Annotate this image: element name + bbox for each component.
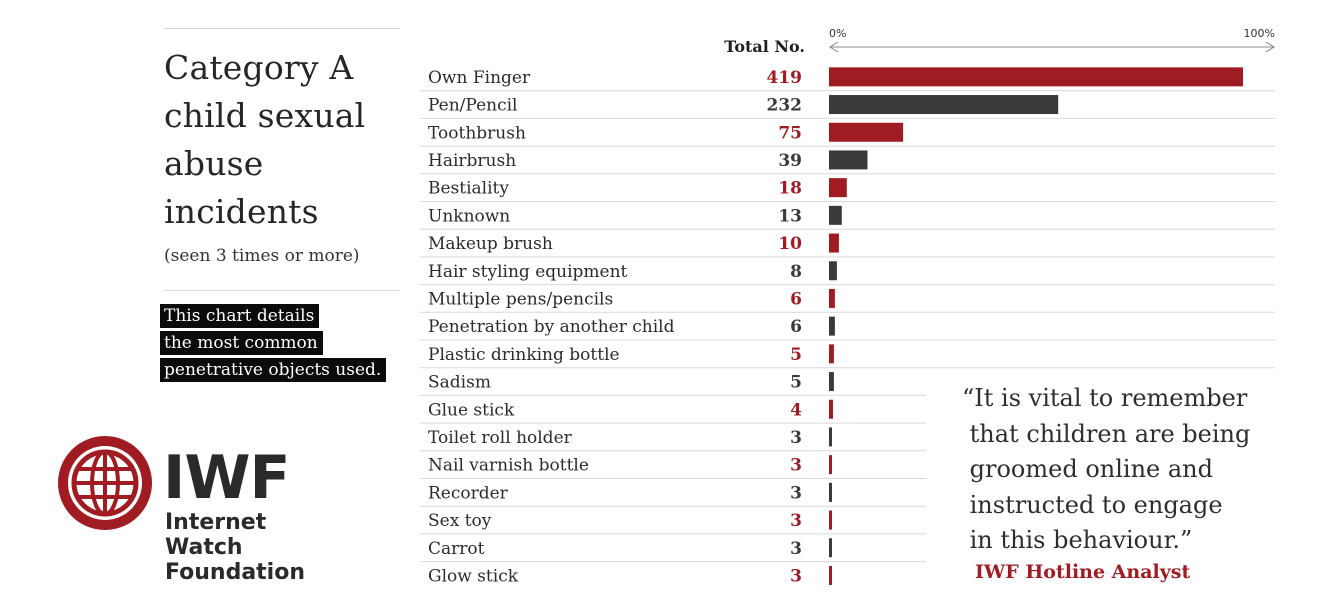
category-label: Hairbrush — [428, 151, 516, 171]
quote-attribution: IWF Hotline Analyst — [975, 561, 1191, 583]
category-label: Nail varnish bottle — [428, 456, 589, 476]
middle-divider — [163, 290, 400, 291]
chart-title-line-3: abuse — [164, 144, 264, 183]
bar — [829, 510, 832, 530]
value-label: 419 — [767, 68, 803, 88]
value-label: 3 — [790, 483, 802, 503]
category-label: Pen/Pencil — [428, 96, 518, 116]
category-label: Toilet roll holder — [428, 428, 573, 448]
note-line-2: the most common — [160, 331, 323, 355]
chart-title-line-2: child sexual — [164, 96, 366, 135]
value-label: 3 — [790, 566, 802, 586]
value-label: 6 — [790, 289, 802, 309]
category-label: Recorder — [428, 483, 509, 503]
value-label: 232 — [767, 96, 803, 116]
bar — [829, 95, 1059, 115]
bar — [829, 233, 839, 253]
note-line-1: This chart details — [160, 304, 320, 328]
analyst-quote: “It is vital to remember that children a… — [962, 384, 1251, 554]
value-label: 3 — [790, 539, 802, 559]
category-label: Carrot — [428, 539, 485, 559]
axis-label-min: 0% — [829, 27, 846, 40]
chart-subtitle: (seen 3 times or more) — [164, 246, 360, 266]
bar — [829, 427, 832, 447]
bar — [829, 565, 832, 585]
category-label: Toothbrush — [428, 123, 526, 143]
category-label: Plastic drinking bottle — [428, 345, 620, 365]
logo-word-foundation: Foundation — [165, 560, 306, 585]
bar — [829, 455, 832, 475]
category-label: Hair styling equipment — [428, 262, 628, 282]
axis-arrow-left — [829, 41, 839, 53]
category-label: Bestiality — [428, 179, 509, 199]
category-label: Glow stick — [428, 566, 519, 586]
bar — [829, 482, 832, 502]
logo-word-internet: Internet — [165, 510, 267, 535]
bar — [829, 344, 834, 364]
category-label: Own Finger — [428, 68, 531, 88]
category-label: Makeup brush — [428, 234, 553, 254]
value-label: 4 — [790, 400, 802, 420]
category-label: Multiple pens/pencils — [428, 289, 613, 309]
bar — [829, 67, 1243, 87]
bar — [829, 316, 835, 336]
value-label: 10 — [778, 234, 802, 254]
category-label: Glue stick — [428, 400, 515, 420]
bar — [829, 205, 842, 225]
bar — [829, 150, 868, 170]
value-label: 5 — [790, 373, 802, 393]
bar — [829, 538, 832, 558]
value-label: 8 — [790, 262, 802, 282]
value-label: 3 — [790, 456, 802, 476]
bar — [829, 288, 835, 308]
top-divider — [163, 28, 400, 29]
category-label: Sadism — [428, 373, 491, 393]
value-label: 3 — [790, 428, 802, 448]
value-label: 6 — [790, 317, 802, 337]
logo-word-watch: Watch — [165, 535, 243, 560]
value-label: 5 — [790, 345, 802, 365]
category-label: Penetration by another child — [428, 317, 675, 337]
category-label: Sex toy — [428, 511, 492, 531]
axis-arrow-right — [1265, 41, 1275, 53]
logo-abbreviation: IWF — [163, 443, 290, 513]
note-line-3: penetrative objects used. — [160, 358, 387, 382]
category-label: Unknown — [428, 206, 510, 226]
bar — [829, 399, 833, 419]
axis-label-max: 100% — [1244, 27, 1275, 40]
bar — [829, 372, 834, 392]
chart-title-line-1: Category A — [164, 48, 354, 87]
bar — [829, 261, 837, 281]
value-label: 75 — [778, 123, 802, 143]
column-header: Total No. — [724, 37, 805, 56]
value-label: 18 — [778, 179, 802, 199]
value-label: 3 — [790, 511, 802, 531]
chart-title-line-4: incidents — [164, 192, 319, 231]
bar — [829, 178, 847, 198]
bar — [829, 122, 904, 142]
value-label: 13 — [778, 206, 802, 226]
globe-icon — [58, 436, 152, 530]
value-label: 39 — [778, 151, 802, 171]
